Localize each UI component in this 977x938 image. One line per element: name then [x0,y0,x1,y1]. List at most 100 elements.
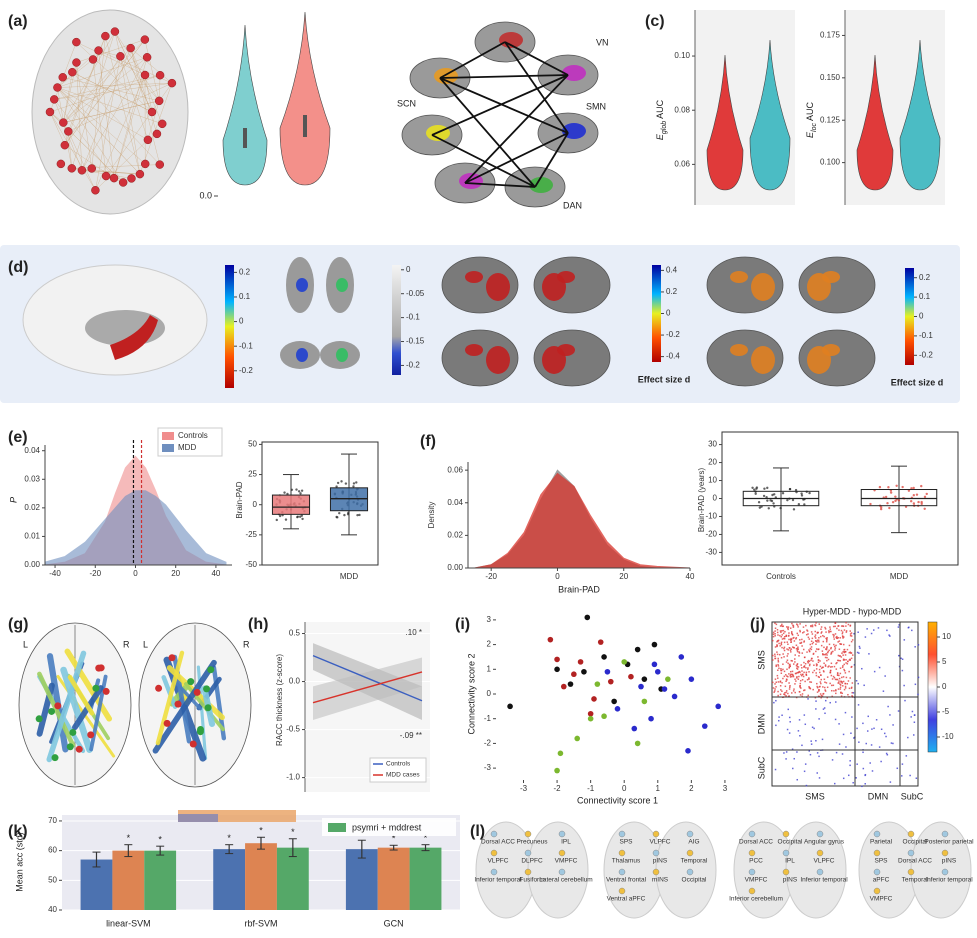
y-tick-label: 0.08 [674,105,690,114]
colorbar [652,265,661,362]
matrix-cell [847,693,849,696]
matrix-cell [824,628,827,630]
matrix-cell [813,664,815,666]
colorbar [225,265,234,388]
matrix-cell [798,651,800,653]
matrix-cell [853,737,855,739]
region-label: Ventral aPFC [607,896,646,903]
matrix-cell [833,645,836,648]
y-tick-label: -5 [942,707,950,716]
matrix-cell [823,678,826,681]
matrix-cell [788,632,790,634]
matrix-cell [912,734,915,736]
matrix-cell [829,671,832,674]
region-node [748,849,756,857]
matrix-cell [817,639,820,642]
node [75,745,83,753]
matrix-cell [794,654,796,656]
y-tick-label: 0.100 [820,158,841,167]
matrix-cell [827,650,829,653]
matrix-cell [788,732,791,734]
node [54,702,62,710]
matrix-cell [850,635,853,637]
matrix-cell [779,630,782,632]
region-node [686,830,694,838]
matrix-cell [785,678,788,680]
matrix-cell [842,676,845,678]
matrix-cell [789,665,792,667]
panel-label: (a) [8,13,28,30]
matrix-cell [823,670,825,673]
matrix-cell [841,682,844,684]
matrix-cell [910,716,912,718]
activation [336,278,348,292]
matrix-cell [886,629,888,632]
matrix-cell [780,636,783,638]
matrix-cell [896,767,899,770]
matrix-cell [798,719,801,721]
x-axis-label: Connectivity score 1 [577,795,658,805]
matrix-cell [810,659,812,662]
significance: * [291,827,295,837]
arrow [464,182,536,188]
point [685,748,691,754]
matrix-cell [859,647,861,649]
matrix-cell [848,652,851,654]
edge [60,666,93,753]
y-axis-label: Eglob AUC [655,99,668,140]
matrix-cell [830,689,833,692]
y-tick-label: 0.03 [24,474,40,483]
matrix-cell [816,772,818,774]
x-tick-label: 0 [555,572,560,581]
matrix-cell [774,678,777,680]
matrix-cell [787,635,790,637]
matrix-cell [797,634,799,637]
matrix-cell [815,640,817,642]
point [597,639,604,645]
matrix-cell [808,687,811,689]
matrix-cell [875,719,878,721]
y-axis-label: RACC thickness (z-score) [275,654,284,746]
matrix-cell [840,691,842,694]
significance: * [227,833,231,843]
matrix-cell [820,694,823,697]
matrix-cell [829,682,831,685]
matrix-cell [822,693,824,695]
matrix-cell [911,710,914,713]
bar [345,849,378,910]
node [101,31,110,41]
matrix-cell [807,668,809,671]
arrow [504,41,569,134]
y-tick-label: 0.2 [239,267,251,276]
matrix-cell [781,630,783,632]
connection [95,56,121,191]
matrix-cell [823,653,825,656]
matrix-cell [789,721,791,723]
matrix-cell [791,670,794,673]
matrix-cell [823,646,825,649]
matrix-cell [796,663,799,665]
y-tick-label: -0.2 [406,361,420,370]
matrix-cell [795,644,798,647]
matrix-cell [801,652,804,654]
region-label: Parietal [870,839,893,846]
jitter-point [773,493,776,496]
matrix-cell [882,690,885,692]
matrix-cell [775,681,778,684]
matrix-cell [789,676,792,678]
matrix-cell [820,678,822,681]
jitter-point [887,486,890,489]
matrix-cell [775,664,778,666]
connection [63,39,146,123]
plot-frame [261,441,379,566]
matrix-cell [803,661,805,664]
region-node [941,849,949,857]
matrix-cell [843,668,845,671]
matrix-cell [807,667,809,669]
matrix-cell [873,727,875,730]
matrix-cell [781,634,783,636]
matrix-cell [850,686,853,689]
matrix-cell [808,685,810,688]
matrix-cell [824,681,826,683]
panel-label: (c) [645,13,665,30]
